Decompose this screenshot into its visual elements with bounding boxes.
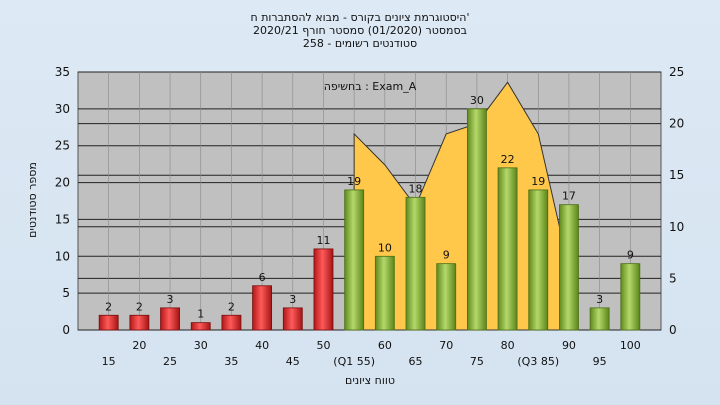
bar-value-label: 10 xyxy=(378,241,392,254)
bar-value-label: 17 xyxy=(562,190,576,203)
histogram-bar xyxy=(559,204,579,331)
y-tick-label: 20 xyxy=(55,176,70,190)
x-tick-label: (Q3 85) xyxy=(517,355,559,368)
bar-value-label: 3 xyxy=(289,293,296,306)
y-right-tick-label: 10 xyxy=(669,220,684,234)
y-tick-label: 10 xyxy=(55,249,70,263)
x-tick-label: 65 xyxy=(409,355,423,368)
histogram-bar xyxy=(282,307,303,331)
y-right-tick-label: 20 xyxy=(669,117,684,131)
bar-value-label: 1 xyxy=(197,308,204,321)
x-tick-label: 40 xyxy=(255,339,269,352)
histogram-bar xyxy=(344,189,365,331)
y-tick-label: 30 xyxy=(55,102,70,116)
x-tick-label: 50 xyxy=(316,339,330,352)
histogram-bar xyxy=(497,167,518,331)
x-tick-label: 30 xyxy=(194,339,208,352)
x-tick-label: 70 xyxy=(439,339,453,352)
x-tick-label: 100 xyxy=(620,339,641,352)
bar-value-label: 2 xyxy=(136,300,143,313)
histogram-bar xyxy=(436,263,457,331)
exam-annotation: בחשיפה : Exam_A xyxy=(324,80,417,93)
x-tick-label: 80 xyxy=(501,339,515,352)
bar-value-label: 30 xyxy=(470,94,484,107)
y-tick-label: 5 xyxy=(62,286,70,300)
histogram-bar xyxy=(252,285,273,331)
bar-value-label: 9 xyxy=(627,249,634,262)
bar-value-label: 6 xyxy=(259,271,266,284)
x-tick-label: 90 xyxy=(562,339,576,352)
histogram-bar xyxy=(466,108,487,331)
y-tick-label: 25 xyxy=(55,139,70,153)
x-tick-label: 20 xyxy=(132,339,146,352)
histogram-bar xyxy=(221,314,242,331)
bar-value-label: 18 xyxy=(409,182,423,195)
histogram-bar xyxy=(98,314,119,331)
y-tick-label: 0 xyxy=(62,323,70,337)
bar-value-label: 19 xyxy=(347,175,361,188)
y-right-tick-label: 5 xyxy=(669,271,677,285)
bar-value-label: 9 xyxy=(443,249,450,262)
histogram-bar xyxy=(190,322,211,331)
x-tick-label: 60 xyxy=(378,339,392,352)
y-tick-label: 35 xyxy=(55,65,70,79)
histogram-bar xyxy=(620,263,641,331)
x-tick-label: 35 xyxy=(224,355,238,368)
chart-subtitle-semester: בסמסטר (01/2020) סמסטר חורף 2020/21 xyxy=(253,24,467,37)
histogram-bar xyxy=(528,189,549,331)
histogram-bar xyxy=(405,196,426,331)
x-tick-label: 75 xyxy=(470,355,484,368)
histogram-bar xyxy=(313,248,334,331)
histogram-bar xyxy=(374,255,395,331)
y-right-tick-label: 15 xyxy=(669,168,684,182)
bar-value-label: 3 xyxy=(596,293,603,306)
y-tick-label: 15 xyxy=(55,212,70,226)
x-tick-label: 25 xyxy=(163,355,177,368)
histogram-bar xyxy=(160,307,180,331)
x-axis-label: טווח ציונים xyxy=(345,374,395,387)
x-tick-label: 15 xyxy=(102,355,116,368)
chart-title: היסטוגרמת ציונים בקורס - מבוא להסתברות ח… xyxy=(250,11,470,24)
x-tick-label: 95 xyxy=(593,355,607,368)
bar-value-label: 11 xyxy=(316,234,330,247)
y-axis-label: מספר סטודנטים xyxy=(26,162,39,238)
bar-value-label: 2 xyxy=(228,300,235,313)
histogram-bar xyxy=(129,314,150,331)
bar-value-label: 3 xyxy=(167,293,174,306)
bar-value-label: 19 xyxy=(531,175,545,188)
histogram-bar xyxy=(589,307,610,331)
x-tick-label: 45 xyxy=(286,355,300,368)
bar-value-label: 2 xyxy=(105,300,112,313)
bar-value-label: 22 xyxy=(501,153,515,166)
x-tick-label: (Q1 55) xyxy=(333,355,375,368)
y-right-tick-label: 0 xyxy=(669,323,677,337)
chart-subtitle-students: סטודנטים רשומים - 258 xyxy=(302,37,418,50)
y-right-tick-label: 25 xyxy=(669,65,684,79)
